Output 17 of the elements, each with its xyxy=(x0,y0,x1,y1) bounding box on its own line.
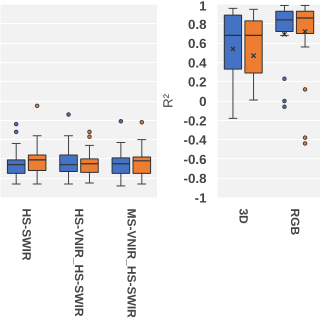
x-tick-label: MS-VNIR_HS-SWIR xyxy=(124,208,138,318)
y-tick-label: -1 xyxy=(194,190,208,206)
y-tick-label: 0.8 xyxy=(188,16,207,32)
y-tick-label: -0.4 xyxy=(184,132,208,148)
y-tick-label: 0.2 xyxy=(188,74,207,90)
y-tick-label: 0 xyxy=(199,94,207,109)
y-tick-label: -0.8 xyxy=(184,171,206,186)
y-axis-title: R² xyxy=(160,93,176,108)
y-tick-label: 1 xyxy=(199,0,208,14)
y-tick-label: -0.2 xyxy=(184,113,206,128)
x-tick-label: RGB xyxy=(288,208,302,236)
y-tick-label: 0.4 xyxy=(188,55,208,70)
x-tick-label: 3D xyxy=(236,208,250,224)
y-tick-label: -0.6 xyxy=(184,152,206,167)
y-tick-label: 0.6 xyxy=(188,36,207,52)
x-tick-label: HS-SWIR xyxy=(20,208,34,261)
x-tick-label: HS-VNIR_HS-SWIR xyxy=(72,208,86,317)
